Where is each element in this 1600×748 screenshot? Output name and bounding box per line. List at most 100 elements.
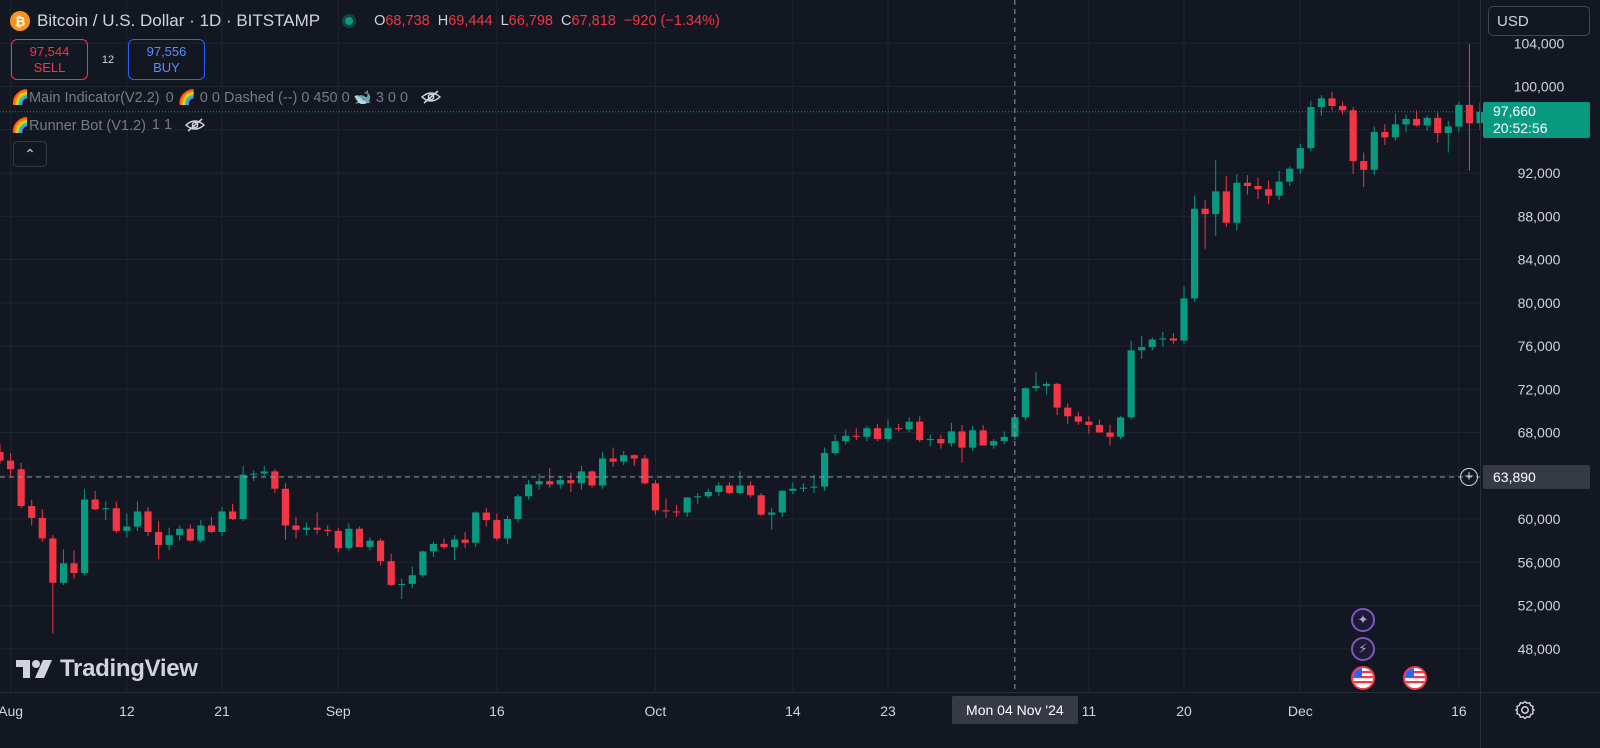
y-tick-label: 56,000	[1518, 554, 1561, 570]
price-lines	[0, 0, 1480, 692]
buy-label: BUY	[153, 59, 180, 75]
candle	[567, 472, 575, 492]
ohlc-low: 66,798	[508, 13, 553, 29]
indicator-runner-params: 1 1	[151, 117, 173, 133]
candle	[1307, 100, 1315, 152]
indicator-runner[interactable]: 🌈Runner Bot (V1.2) 1 1	[11, 115, 206, 135]
ohlc-key-close: C	[561, 13, 572, 29]
crosshair-price-label: 63,890	[1483, 464, 1590, 489]
candle-body	[905, 421, 913, 430]
candle	[979, 424, 987, 446]
ohlc-key-high: H	[437, 13, 449, 29]
currency-select[interactable]: USD	[1488, 6, 1590, 36]
settings-gear-icon[interactable]	[1514, 699, 1536, 721]
x-tick-label: 16	[489, 703, 505, 719]
candle	[852, 428, 860, 441]
candle	[757, 493, 765, 516]
candle	[598, 451, 607, 489]
candle-body	[926, 438, 934, 441]
trade-panel: 97,544 SELL 12 97,556 BUY	[11, 39, 205, 80]
candle	[546, 468, 554, 488]
candle-body	[725, 485, 734, 494]
candle-body	[461, 539, 469, 543]
candle	[260, 466, 268, 476]
candle	[704, 488, 712, 499]
eye-hidden-icon[interactable]	[420, 89, 442, 105]
candle	[683, 497, 691, 517]
candle	[1138, 336, 1146, 359]
candle	[1391, 113, 1400, 141]
candle	[102, 501, 110, 521]
sell-button[interactable]: 97,544 SELL	[11, 39, 88, 80]
symbol-title[interactable]: Bitcoin / U.S. Dollar · 1D · BITSTAMP	[37, 11, 321, 30]
candle-body	[1434, 117, 1442, 133]
y-tick-label: 60,000	[1518, 511, 1561, 527]
tradingview-logo[interactable]: TradingView	[16, 655, 198, 683]
candle	[556, 475, 564, 489]
candle-body	[17, 469, 25, 507]
candle	[207, 516, 216, 534]
ohlc-values: O68,738 H69,444 L66,798 C67,818 −920 (−1…	[374, 13, 720, 29]
candle	[1106, 424, 1114, 446]
candle	[17, 462, 25, 509]
candle-body	[651, 483, 660, 511]
candle	[28, 499, 36, 526]
us-flag-event-icon[interactable]	[1403, 666, 1427, 690]
us-flag-event-icon[interactable]	[1351, 666, 1375, 690]
candle	[1148, 337, 1156, 351]
candle-body	[683, 497, 691, 513]
candle	[197, 520, 205, 543]
candle-body	[80, 499, 89, 574]
candle	[419, 550, 427, 578]
sparkle-event-icon[interactable]: ✦	[1351, 608, 1375, 632]
candle	[1064, 403, 1072, 424]
candle	[1286, 166, 1294, 186]
x-tick-label: Dec	[1288, 703, 1313, 719]
candle	[926, 434, 934, 447]
candles	[0, 44, 1484, 634]
candle	[1042, 381, 1051, 395]
candle	[662, 498, 670, 518]
time-axis[interactable]: Aug 12 21 Sep 16 Oct 14 23 11 20 Dec 16	[0, 692, 1600, 720]
indicator-main[interactable]: 🌈Main Indicator(V2.2) 0 🌈 0 0 Dashed (--…	[11, 87, 442, 107]
candle-body	[1064, 407, 1072, 417]
candle-body	[1233, 182, 1241, 223]
logo-text: TradingView	[60, 655, 198, 682]
add-alert-plus-icon[interactable]: +	[1460, 467, 1478, 486]
candle	[313, 512, 321, 535]
candle	[990, 438, 998, 449]
indicator-main-label[interactable]: 🌈Main Indicator(V2.2)	[11, 89, 160, 106]
x-tick-label: Aug	[0, 703, 23, 719]
candle-body	[588, 471, 596, 486]
candle-body	[49, 538, 57, 583]
candle	[408, 566, 416, 589]
eye-hidden-icon[interactable]	[184, 117, 206, 133]
candle-body	[102, 508, 110, 510]
candle-body	[947, 431, 956, 444]
candle-body	[144, 511, 152, 532]
candle-body	[757, 495, 765, 515]
candle-body	[70, 563, 78, 574]
candle-body	[450, 539, 459, 548]
tradingview-logo-icon	[16, 660, 52, 678]
candle	[1381, 124, 1389, 145]
candle	[916, 416, 924, 443]
y-tick-label: 88,000	[1518, 208, 1561, 224]
candle-body	[345, 528, 353, 549]
indicator-runner-label[interactable]: 🌈Runner Bot (V1.2)	[11, 117, 146, 134]
candle-body	[154, 531, 163, 545]
candle-body	[302, 527, 311, 530]
lightning-event-icon[interactable]: ⚡	[1351, 637, 1375, 661]
collapse-legend-button[interactable]: ⌃	[13, 141, 47, 167]
candle	[281, 483, 290, 540]
spread-value: 12	[101, 53, 115, 66]
buy-button[interactable]: 97,556 BUY	[128, 39, 205, 80]
candle-body	[556, 480, 564, 485]
candle-body	[133, 511, 142, 527]
candle	[112, 501, 120, 534]
candle-body	[123, 526, 131, 531]
buy-price: 97,556	[146, 43, 187, 59]
candle-body	[218, 511, 226, 532]
candle	[609, 447, 617, 468]
